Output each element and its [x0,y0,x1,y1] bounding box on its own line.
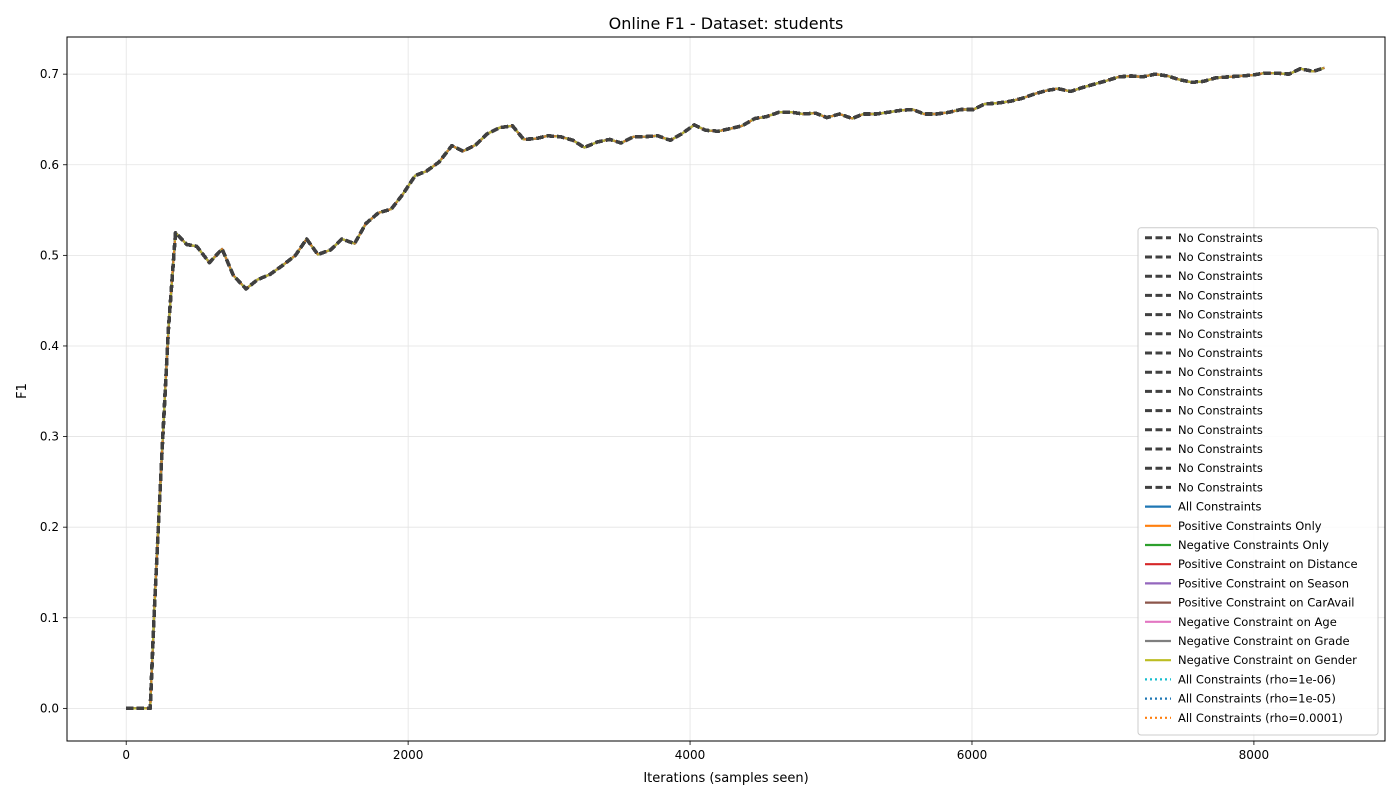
legend-label: No Constraints [1178,384,1263,398]
y-axis-label: F1 [15,383,30,399]
legend-label: No Constraints [1178,269,1263,283]
legend-label: Positive Constraints Only [1178,519,1322,533]
series-lines [126,66,1325,711]
legend-label: Positive Constraint on CarAvail [1178,596,1355,610]
plot-frame [66,36,1386,742]
y-tick-label: 0.3 [40,430,59,444]
legend-label: Negative Constraint on Grade [1178,634,1350,648]
legend-label: No Constraints [1178,288,1263,302]
legend-label: No Constraints [1178,461,1263,475]
x-tick-label: 2000 [393,748,424,762]
legend-label: No Constraints [1178,308,1263,322]
series-line [126,66,1325,711]
chart-title: Online F1 - Dataset: students [609,14,844,33]
legend-label: All Constraints (rho=1e-06) [1178,672,1336,686]
legend-label: All Constraints [1178,500,1262,514]
legend-label: No Constraints [1178,365,1263,379]
legend: No Constraints No Constraints No Constrain… [1137,227,1379,736]
x-axis-label: Iterations (samples seen) [643,771,808,786]
legend-label: No Constraints [1178,346,1263,360]
legend-label: Positive Constraint on Season [1178,576,1349,590]
y-tick-label: 0.0 [40,701,59,715]
legend-label: No Constraints [1178,404,1263,418]
series-line [126,66,1325,710]
y-tick-label: 0.7 [40,67,59,81]
legend-label: No Constraints [1178,442,1263,456]
x-tick-label: 8000 [1239,748,1270,762]
legend-label: All Constraints (rho=1e-05) [1178,692,1336,706]
y-tick-label: 0.6 [40,158,59,172]
legend-label: No Constraints [1178,423,1263,437]
legend-label: No Constraints [1178,231,1263,245]
x-tick-label: 0 [122,748,130,762]
y-tick-label: 0.1 [40,611,59,625]
x-tick-label: 4000 [675,748,706,762]
legend-label: Negative Constraint on Gender [1178,653,1357,667]
legend-box [1137,227,1379,736]
legend-label: Positive Constraint on Distance [1178,557,1358,571]
legend-label: All Constraints (rho=0.0001) [1178,711,1343,725]
legend-label: Negative Constraints Only [1178,538,1329,552]
y-tick-label: 0.5 [40,248,59,262]
legend-label: No Constraints [1178,327,1263,341]
legend-label: No Constraints [1178,480,1263,494]
x-axis: 0 2000 4000 6000 8000 [122,741,1269,762]
x-tick-label: 6000 [957,748,988,762]
y-tick-label: 0.4 [40,339,59,353]
legend-label: Negative Constraint on Age [1178,615,1337,629]
legend-label: No Constraints [1178,250,1263,264]
y-tick-label: 0.2 [40,520,59,534]
y-axis: 0.0 0.1 0.2 0.3 0.4 0.5 0.6 0.7 [40,67,67,715]
